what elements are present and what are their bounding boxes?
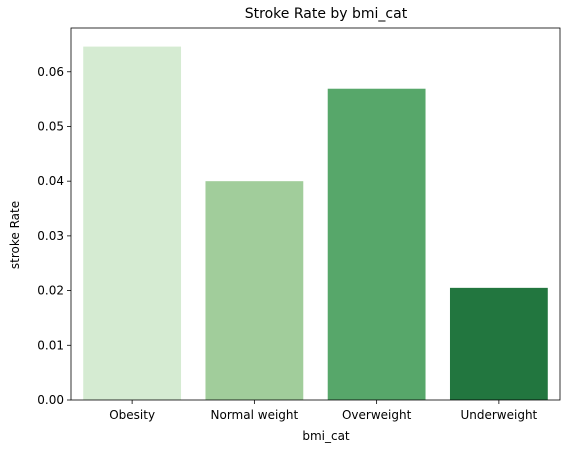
bar-normal-weight [205, 181, 304, 400]
bar-obesity [83, 46, 182, 400]
plot-frame [70, 27, 561, 401]
y-tick-label: 0.01 [37, 338, 64, 352]
y-tick-label: 0.05 [37, 119, 64, 133]
y-tick-label: 0.06 [37, 65, 64, 79]
bar-underweight [449, 287, 548, 400]
y-tick-label: 0.02 [37, 284, 64, 298]
y-axis: 0.00 0.01 0.02 0.03 0.04 0.05 0.06 [37, 65, 71, 407]
x-axis-label: bmi_cat [302, 429, 350, 443]
x-tick-label: Normal weight [211, 408, 299, 422]
y-tick-label: 0.04 [37, 174, 64, 188]
x-tick-label: Obesity [109, 408, 155, 422]
y-tick-label: 0.03 [37, 229, 64, 243]
x-tick-label: Overweight [342, 408, 412, 422]
chart-title: Stroke Rate by bmi_cat [245, 6, 408, 22]
y-axis-label: stroke Rate [8, 201, 22, 269]
bars-group [83, 46, 548, 401]
bar-overweight [327, 88, 426, 401]
y-tick-label: 0.00 [37, 393, 64, 407]
x-tick-label: Underweight [460, 408, 537, 422]
x-axis: Obesity Normal weight Overweight Underweigh… [109, 400, 538, 422]
